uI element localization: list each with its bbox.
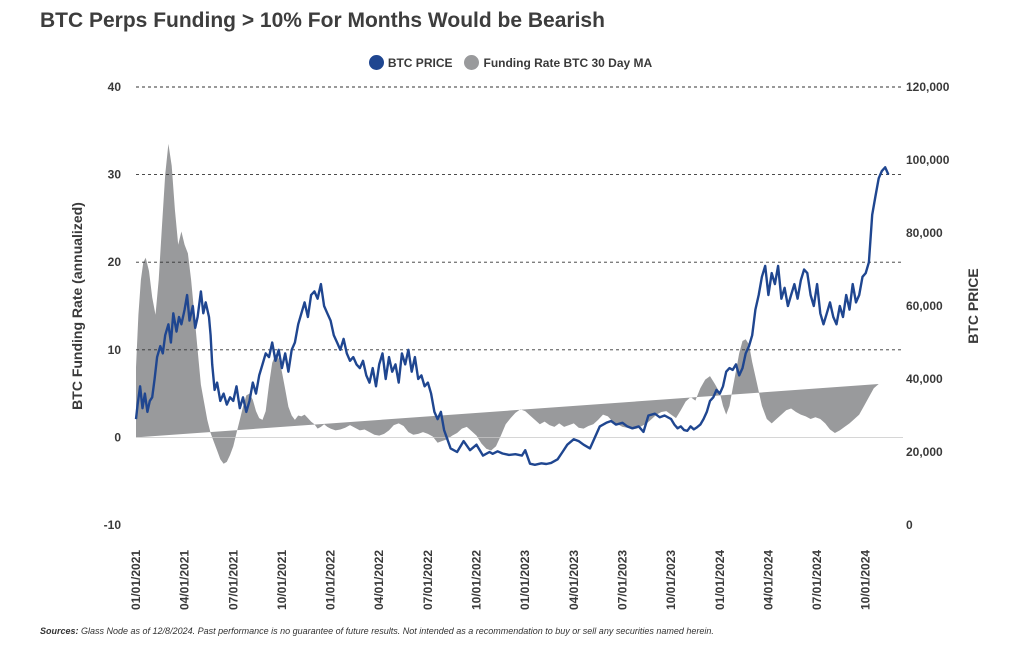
footnote-label: Sources:: [40, 626, 79, 636]
y-axis-right-title: BTC PRICE: [965, 268, 981, 343]
x-tick-label: 04/01/2023: [567, 550, 581, 610]
footnote-text: Glass Node as of 12/8/2024. Past perform…: [78, 626, 714, 636]
legend-label-funding: Funding Rate BTC 30 Day MA: [483, 55, 653, 70]
x-tick-label: 01/01/2022: [324, 550, 338, 610]
x-tick-label: 04/01/2024: [761, 550, 775, 610]
x-tick-label: 07/01/2022: [421, 550, 435, 610]
legend: BTC PRICE Funding Rate BTC 30 Day MA: [0, 55, 1021, 70]
left-tick-label: 10: [108, 343, 122, 357]
x-tick-label: 10/01/2023: [664, 550, 678, 610]
x-tick-label: 10/01/2021: [275, 550, 289, 610]
right-tick-label: 40,000: [906, 372, 943, 386]
x-tick-label: 07/01/2021: [226, 550, 240, 610]
left-tick-label: 30: [108, 168, 122, 182]
right-tick-label: 60,000: [906, 299, 943, 313]
legend-item-funding: Funding Rate BTC 30 Day MA: [464, 55, 652, 70]
left-tick-label: 40: [108, 80, 122, 94]
x-tick-label: 07/01/2024: [810, 550, 824, 610]
left-tick-label: 0: [114, 430, 121, 444]
x-tick-label: 10/01/2024: [859, 550, 873, 610]
chart-plot: 40 30 20 10 0 -10 120,000 100,000 80,000 60,000 40…: [69, 80, 981, 610]
x-tick-label: 04/01/2022: [372, 550, 386, 610]
x-tick-label: 10/01/2022: [470, 550, 484, 610]
footnote: Sources: Glass Node as of 12/8/2024. Pas…: [40, 626, 714, 636]
right-tick-label: 100,000: [906, 153, 950, 167]
legend-swatch-price: [368, 55, 384, 70]
x-tick-label: 07/01/2023: [615, 550, 629, 610]
left-tick-label: 20: [108, 255, 122, 269]
right-tick-label: 0: [906, 518, 913, 532]
right-tick-label: 80,000: [906, 226, 943, 240]
x-tick-label: 01/01/2024: [713, 550, 727, 610]
legend-label-price: BTC PRICE: [387, 55, 453, 70]
y-axis-left-title: BTC Funding Rate (annualized): [69, 202, 85, 410]
legend-item-price: BTC PRICE: [368, 55, 453, 70]
x-tick-label: 01/01/2021: [129, 550, 143, 610]
funding-rate-area: [136, 143, 879, 464]
legend-swatch-funding: [464, 55, 480, 70]
right-tick-label: 20,000: [906, 445, 943, 459]
chart-title: BTC Perps Funding > 10% For Months Would…: [40, 9, 605, 32]
right-tick-label: 120,000: [906, 80, 950, 94]
btc-price-line: [134, 166, 890, 466]
x-tick-label: 01/01/2023: [518, 550, 532, 610]
x-tick-label: 04/01/2021: [178, 550, 192, 610]
left-tick-label: -10: [104, 518, 122, 532]
